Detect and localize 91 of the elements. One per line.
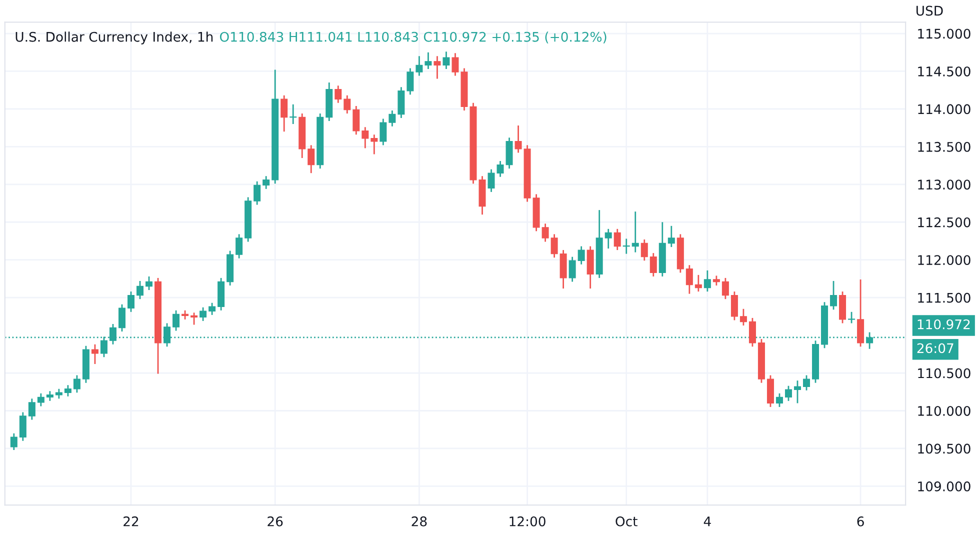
- candlestick: [614, 228, 621, 251]
- y-tick-label: 111.500: [918, 292, 970, 303]
- candlestick: [848, 311, 856, 324]
- candlestick: [64, 384, 72, 398]
- ref-line-label: 110.972: [918, 319, 970, 330]
- candlestick: [73, 374, 80, 394]
- candlestick: [352, 105, 360, 136]
- candlestick: [730, 290, 738, 321]
- candlestick: [398, 86, 405, 119]
- candlestick: [604, 228, 612, 250]
- y-tick-label: 112.000: [918, 255, 970, 266]
- candlestick: [776, 392, 783, 408]
- candlestick: [254, 180, 261, 206]
- y-tick-label: 113.000: [918, 180, 970, 190]
- candlestick: [28, 398, 36, 420]
- candlestick: [208, 302, 216, 316]
- candlestick: [686, 264, 693, 294]
- candlestick: [857, 278, 864, 348]
- candlestick: [794, 380, 801, 404]
- candlestick: [172, 310, 180, 332]
- y-tick-label: 110.500: [918, 368, 970, 378]
- candlestick: [578, 246, 585, 266]
- y-tick-label: 109.000: [918, 481, 970, 492]
- x-tick-label: 12:00: [510, 516, 546, 526]
- x-tick-label: 28: [412, 516, 427, 526]
- candlestick: [46, 390, 54, 402]
- candlestick: [380, 118, 387, 146]
- candlestick: [37, 392, 44, 407]
- y-tick-label: 112.500: [918, 217, 970, 228]
- text: O110.843 H111.041 L110.843 C110.972 +0.135 (+0.12%): [220, 32, 606, 44]
- candlestick: [136, 280, 144, 300]
- candlestick: [146, 276, 153, 291]
- candlestick: [290, 104, 297, 125]
- candlestick: [416, 55, 423, 76]
- candlestick: [488, 168, 495, 193]
- candlestick: [506, 136, 513, 170]
- y-tick-label: 109.500: [918, 444, 970, 454]
- candlestick: [452, 52, 459, 76]
- text: U.S. Dollar Currency Index, 1h: [16, 32, 213, 44]
- candlestick: [830, 280, 838, 310]
- x-tick-label: 26: [268, 516, 283, 526]
- y-tick-label: 115.000: [918, 28, 970, 39]
- candlestick: [370, 134, 378, 155]
- candlestick: [650, 252, 657, 278]
- candlestick: [632, 210, 639, 254]
- candlestick: [550, 234, 558, 258]
- candlestick: [308, 144, 315, 174]
- x-tick-label: Oct: [616, 516, 638, 526]
- candlestick: [406, 68, 414, 96]
- y-axis-title: USD: [916, 6, 943, 16]
- candlestick: [434, 55, 441, 80]
- candlestick: [118, 304, 126, 332]
- candlestick: [668, 225, 675, 248]
- y-tick-label: 113.500: [918, 142, 970, 152]
- candlestick: [712, 275, 720, 286]
- candlestick: [280, 94, 288, 132]
- candlestick: [236, 234, 243, 260]
- candlestick: [740, 308, 747, 326]
- candlestick: [722, 277, 729, 300]
- candlestick: [514, 124, 522, 154]
- candlestick: [190, 312, 198, 326]
- candlestick: [784, 385, 792, 402]
- candlestick: [704, 270, 711, 292]
- candlestick: [568, 256, 576, 282]
- candlestick: [19, 412, 26, 442]
- candlestick: [127, 290, 134, 313]
- candlestick: [334, 84, 342, 104]
- candlestick: [442, 50, 450, 70]
- candlestick: [496, 160, 504, 178]
- candlestick: [200, 306, 207, 322]
- y-tick-label: 114.500: [918, 66, 970, 76]
- candlestick: [803, 374, 810, 392]
- candlestick: [542, 222, 549, 242]
- candlestick: [182, 310, 189, 320]
- candlestick: [640, 238, 648, 262]
- y-tick-label: 110.000: [918, 406, 970, 416]
- x-tick-label: 22: [124, 516, 138, 526]
- y-tick-label: 114.000: [918, 104, 970, 114]
- candlestick: [362, 126, 369, 149]
- candlestick: [10, 432, 18, 451]
- x-tick-label: 6: [857, 516, 864, 526]
- candlestick: [344, 94, 351, 114]
- candlestick: [748, 317, 756, 348]
- candlestick: [91, 344, 98, 365]
- x-tick-label: 4: [704, 516, 711, 526]
- text: 26:07: [917, 343, 954, 354]
- candlestick: [622, 238, 630, 255]
- candlestick: [262, 175, 270, 190]
- candlestick: [388, 110, 396, 128]
- candlestick: [424, 52, 432, 70]
- candlestick: [694, 274, 702, 292]
